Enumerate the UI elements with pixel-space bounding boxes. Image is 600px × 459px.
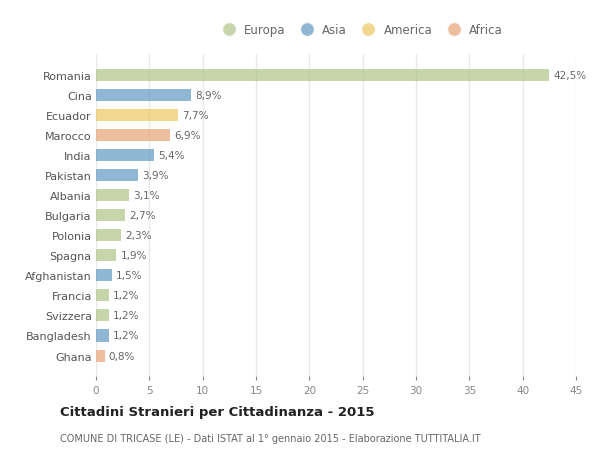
Bar [96,150,154,162]
Text: 1,2%: 1,2% [113,331,140,341]
Bar [96,290,109,302]
Text: 0,8%: 0,8% [109,351,135,361]
Text: 1,5%: 1,5% [116,271,143,281]
Bar [96,110,178,122]
Bar [96,210,125,222]
Bar [96,310,109,322]
Text: 3,1%: 3,1% [133,191,160,201]
Text: Cittadini Stranieri per Cittadinanza - 2015: Cittadini Stranieri per Cittadinanza - 2… [60,405,374,419]
Legend: Europa, Asia, America, Africa: Europa, Asia, America, Africa [212,19,508,42]
Text: 1,9%: 1,9% [121,251,147,261]
Text: 2,3%: 2,3% [125,231,151,241]
Text: 1,2%: 1,2% [113,291,140,301]
Text: 3,9%: 3,9% [142,171,169,181]
Bar [96,130,170,142]
Bar [96,70,550,82]
Text: 1,2%: 1,2% [113,311,140,321]
Bar [96,330,109,342]
Text: 5,4%: 5,4% [158,151,184,161]
Bar [96,270,112,282]
Bar [96,350,104,362]
Bar [96,90,191,102]
Bar [96,230,121,242]
Bar [96,170,137,182]
Text: 8,9%: 8,9% [195,91,222,101]
Text: 2,7%: 2,7% [129,211,155,221]
Bar [96,190,129,202]
Bar [96,250,116,262]
Text: 6,9%: 6,9% [174,131,200,141]
Text: COMUNE DI TRICASE (LE) - Dati ISTAT al 1° gennaio 2015 - Elaborazione TUTTITALIA: COMUNE DI TRICASE (LE) - Dati ISTAT al 1… [60,433,481,442]
Text: 42,5%: 42,5% [554,71,587,81]
Text: 7,7%: 7,7% [182,111,209,121]
